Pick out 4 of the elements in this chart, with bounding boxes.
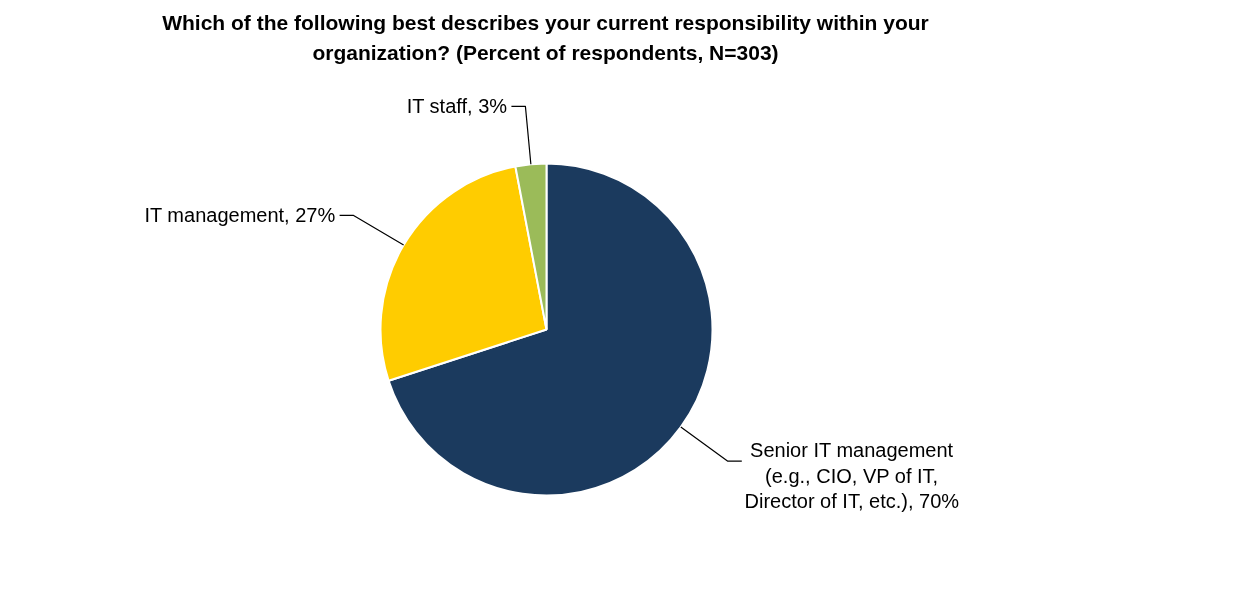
- chart-title: Which of the following best describes your current responsibility within your organization? (Percent of respondents, N=303): [162, 11, 929, 64]
- slice-label: IT management, 27%: [144, 204, 336, 227]
- slice-label: IT staff, 3%: [406, 95, 508, 118]
- slice-label: Senior IT management (e.g., CIO, VP of IT, Director of IT, etc.), 70%: [744, 439, 960, 512]
